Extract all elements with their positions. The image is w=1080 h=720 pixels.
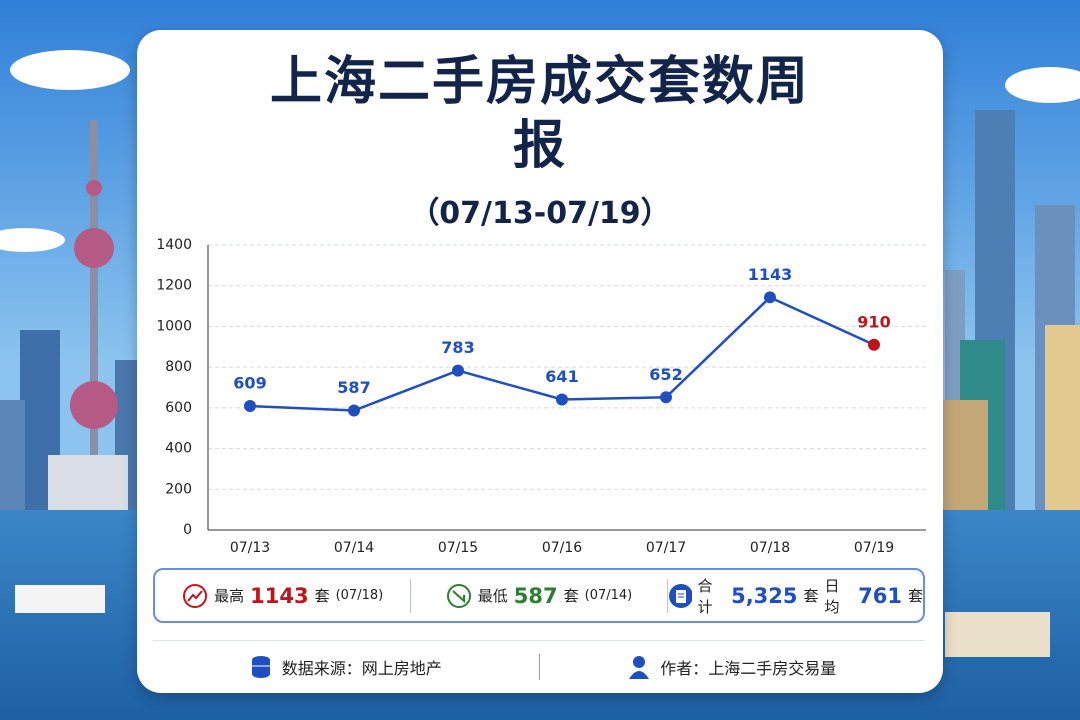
summary-note: (07/18) (335, 588, 384, 603)
summary-label: 日均 (824, 576, 840, 616)
summary-value: 761 (858, 583, 902, 608)
footer-author: 作者：上海二手房交易量 (660, 659, 837, 678)
summary-box: 最高 1143 套 (07/18) 最低 587 套 (07/14) 合计 5,… (153, 568, 925, 623)
chart: 0 200 400 600 800 1000 1200 1400 07/13 07/14 07/15… (156, 237, 926, 556)
summary-unit: 套 (803, 587, 819, 605)
value-label: 641 (545, 367, 578, 386)
x-tick-label: 07/13 (230, 540, 270, 556)
x-tick-label: 07/17 (646, 540, 686, 556)
icon-up (183, 583, 208, 608)
x-tick-label: 07/14 (334, 540, 374, 556)
value-label: 783 (441, 338, 474, 357)
footer: 数据来源：网上房地产 作者：上海二手房交易量 (153, 640, 925, 693)
value-label: 652 (649, 365, 682, 384)
tower-sphere (86, 180, 102, 196)
point (348, 404, 360, 417)
footer-item: 数据来源：网上房地产 (153, 655, 539, 679)
cloud (1005, 67, 1080, 103)
boat (15, 585, 105, 613)
separator (538, 654, 540, 680)
building (0, 400, 25, 510)
icon-down (446, 583, 471, 608)
summary-value: 587 (513, 583, 558, 608)
y-tick-label: 1000 (156, 318, 192, 334)
value-label: 587 (337, 378, 370, 397)
point (660, 391, 672, 404)
summary-unit: 套 (907, 587, 923, 605)
cloud (0, 228, 65, 252)
summary-unit: 套 (563, 587, 579, 605)
footer-item: 作者：上海二手房交易量 (540, 655, 926, 679)
y-tick-label: 0 (183, 522, 192, 538)
icon-database (251, 656, 270, 678)
chart-title: 上海二手房成交套数周报 (269, 52, 810, 176)
point (556, 393, 568, 406)
y-tick-label: 800 (165, 359, 192, 375)
cloud (10, 50, 130, 90)
building (943, 400, 988, 510)
point (244, 400, 256, 413)
summary-item: 合计 5,325 套 日均 761 套 (666, 577, 923, 616)
tower-sphere (70, 381, 118, 429)
summary-item: 最低 587 套 (07/14) (410, 578, 666, 613)
point (764, 291, 776, 304)
point (452, 364, 464, 377)
tower (90, 120, 98, 510)
summary-value: 1143 (250, 583, 309, 608)
x-tick-label: 07/19 (854, 540, 894, 556)
y-tick-label: 1200 (156, 278, 192, 294)
boat (945, 612, 1050, 657)
summary-item: 最高 1143 套 (07/18) (155, 579, 410, 613)
building (48, 455, 128, 510)
x-tick-label: 07/16 (542, 540, 582, 556)
summary-label: 最低 (477, 587, 508, 605)
x-tick-label: 07/15 (438, 540, 478, 556)
value-label: 910 (857, 312, 890, 331)
building (1045, 325, 1080, 510)
summary-value: 5,325 (731, 583, 798, 608)
summary-note: (07/14) (584, 588, 633, 603)
card: 上海二手房成交套数周报 （07/13-07/19） 0 200 400 600 800 1… (137, 30, 943, 693)
footer-source: 数据来源：网上房地产 (281, 659, 442, 678)
icon-clipboard (668, 583, 692, 608)
tower-sphere (74, 228, 114, 268)
chart-subtitle: （07/13-07/19） (409, 196, 671, 231)
y-tick-label: 200 (165, 481, 192, 497)
y-tick-label: 400 (165, 441, 192, 457)
y-tick-label: 600 (165, 400, 192, 416)
y-tick-label: 1400 (156, 237, 192, 253)
value-label: 1143 (748, 265, 793, 284)
x-tick-label: 07/18 (750, 540, 790, 556)
summary-unit: 套 (314, 587, 330, 605)
summary-label: 最高 (214, 587, 245, 605)
point (868, 338, 880, 351)
icon-person (629, 656, 650, 679)
summary-label: 合计 (697, 576, 713, 616)
value-label: 609 (233, 374, 266, 393)
